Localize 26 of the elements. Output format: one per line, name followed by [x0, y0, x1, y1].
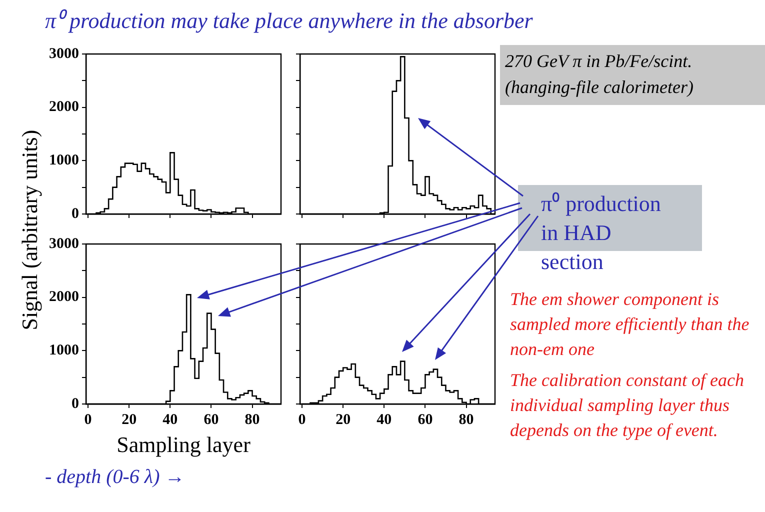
y-axis-title: Signal (arbitrary units): [16, 128, 43, 332]
text: The calibration constant of each individual sampling layer thus depends on the type of event.: [510, 369, 745, 442]
y-tick-label: 0: [72, 206, 79, 222]
y-tick-label: 1000: [49, 152, 79, 169]
x-tick-label: 60: [418, 412, 433, 428]
text: - depth (0-6 λ) →: [45, 466, 185, 489]
text: π⁰ production in HAD section: [540, 190, 662, 274]
x-axis-title: Sampling layer: [116, 432, 252, 458]
text: 270 GeV π in Pb/Fe/scint. (hanging-file calorimeter): [500, 45, 765, 105]
y-tick-label: 2000: [49, 289, 79, 306]
x-tick-label: 80: [244, 412, 260, 428]
x-tick-label: 40: [376, 412, 392, 428]
x-tick-label: 20: [336, 412, 351, 428]
x-tick-label: 60: [204, 412, 219, 428]
y-tick-label: 1000: [49, 342, 79, 359]
x-tick-label: 80: [458, 412, 474, 428]
x-tick-label: 0: [84, 412, 92, 428]
text: π⁰ production may take place anywhere in the absorber: [45, 7, 533, 34]
y-tick-label: 0: [72, 396, 79, 412]
y-tick-label: 2000: [49, 99, 79, 116]
y-tick-label: 3000: [49, 46, 79, 62]
text: The em shower component is sampled more efficiently than the non-em one: [510, 288, 750, 361]
x-tick-label: 0: [298, 412, 306, 428]
x-tick-label: 40: [162, 412, 178, 428]
x-tick-label: 20: [122, 412, 137, 428]
y-tick-label: 3000: [49, 236, 79, 252]
